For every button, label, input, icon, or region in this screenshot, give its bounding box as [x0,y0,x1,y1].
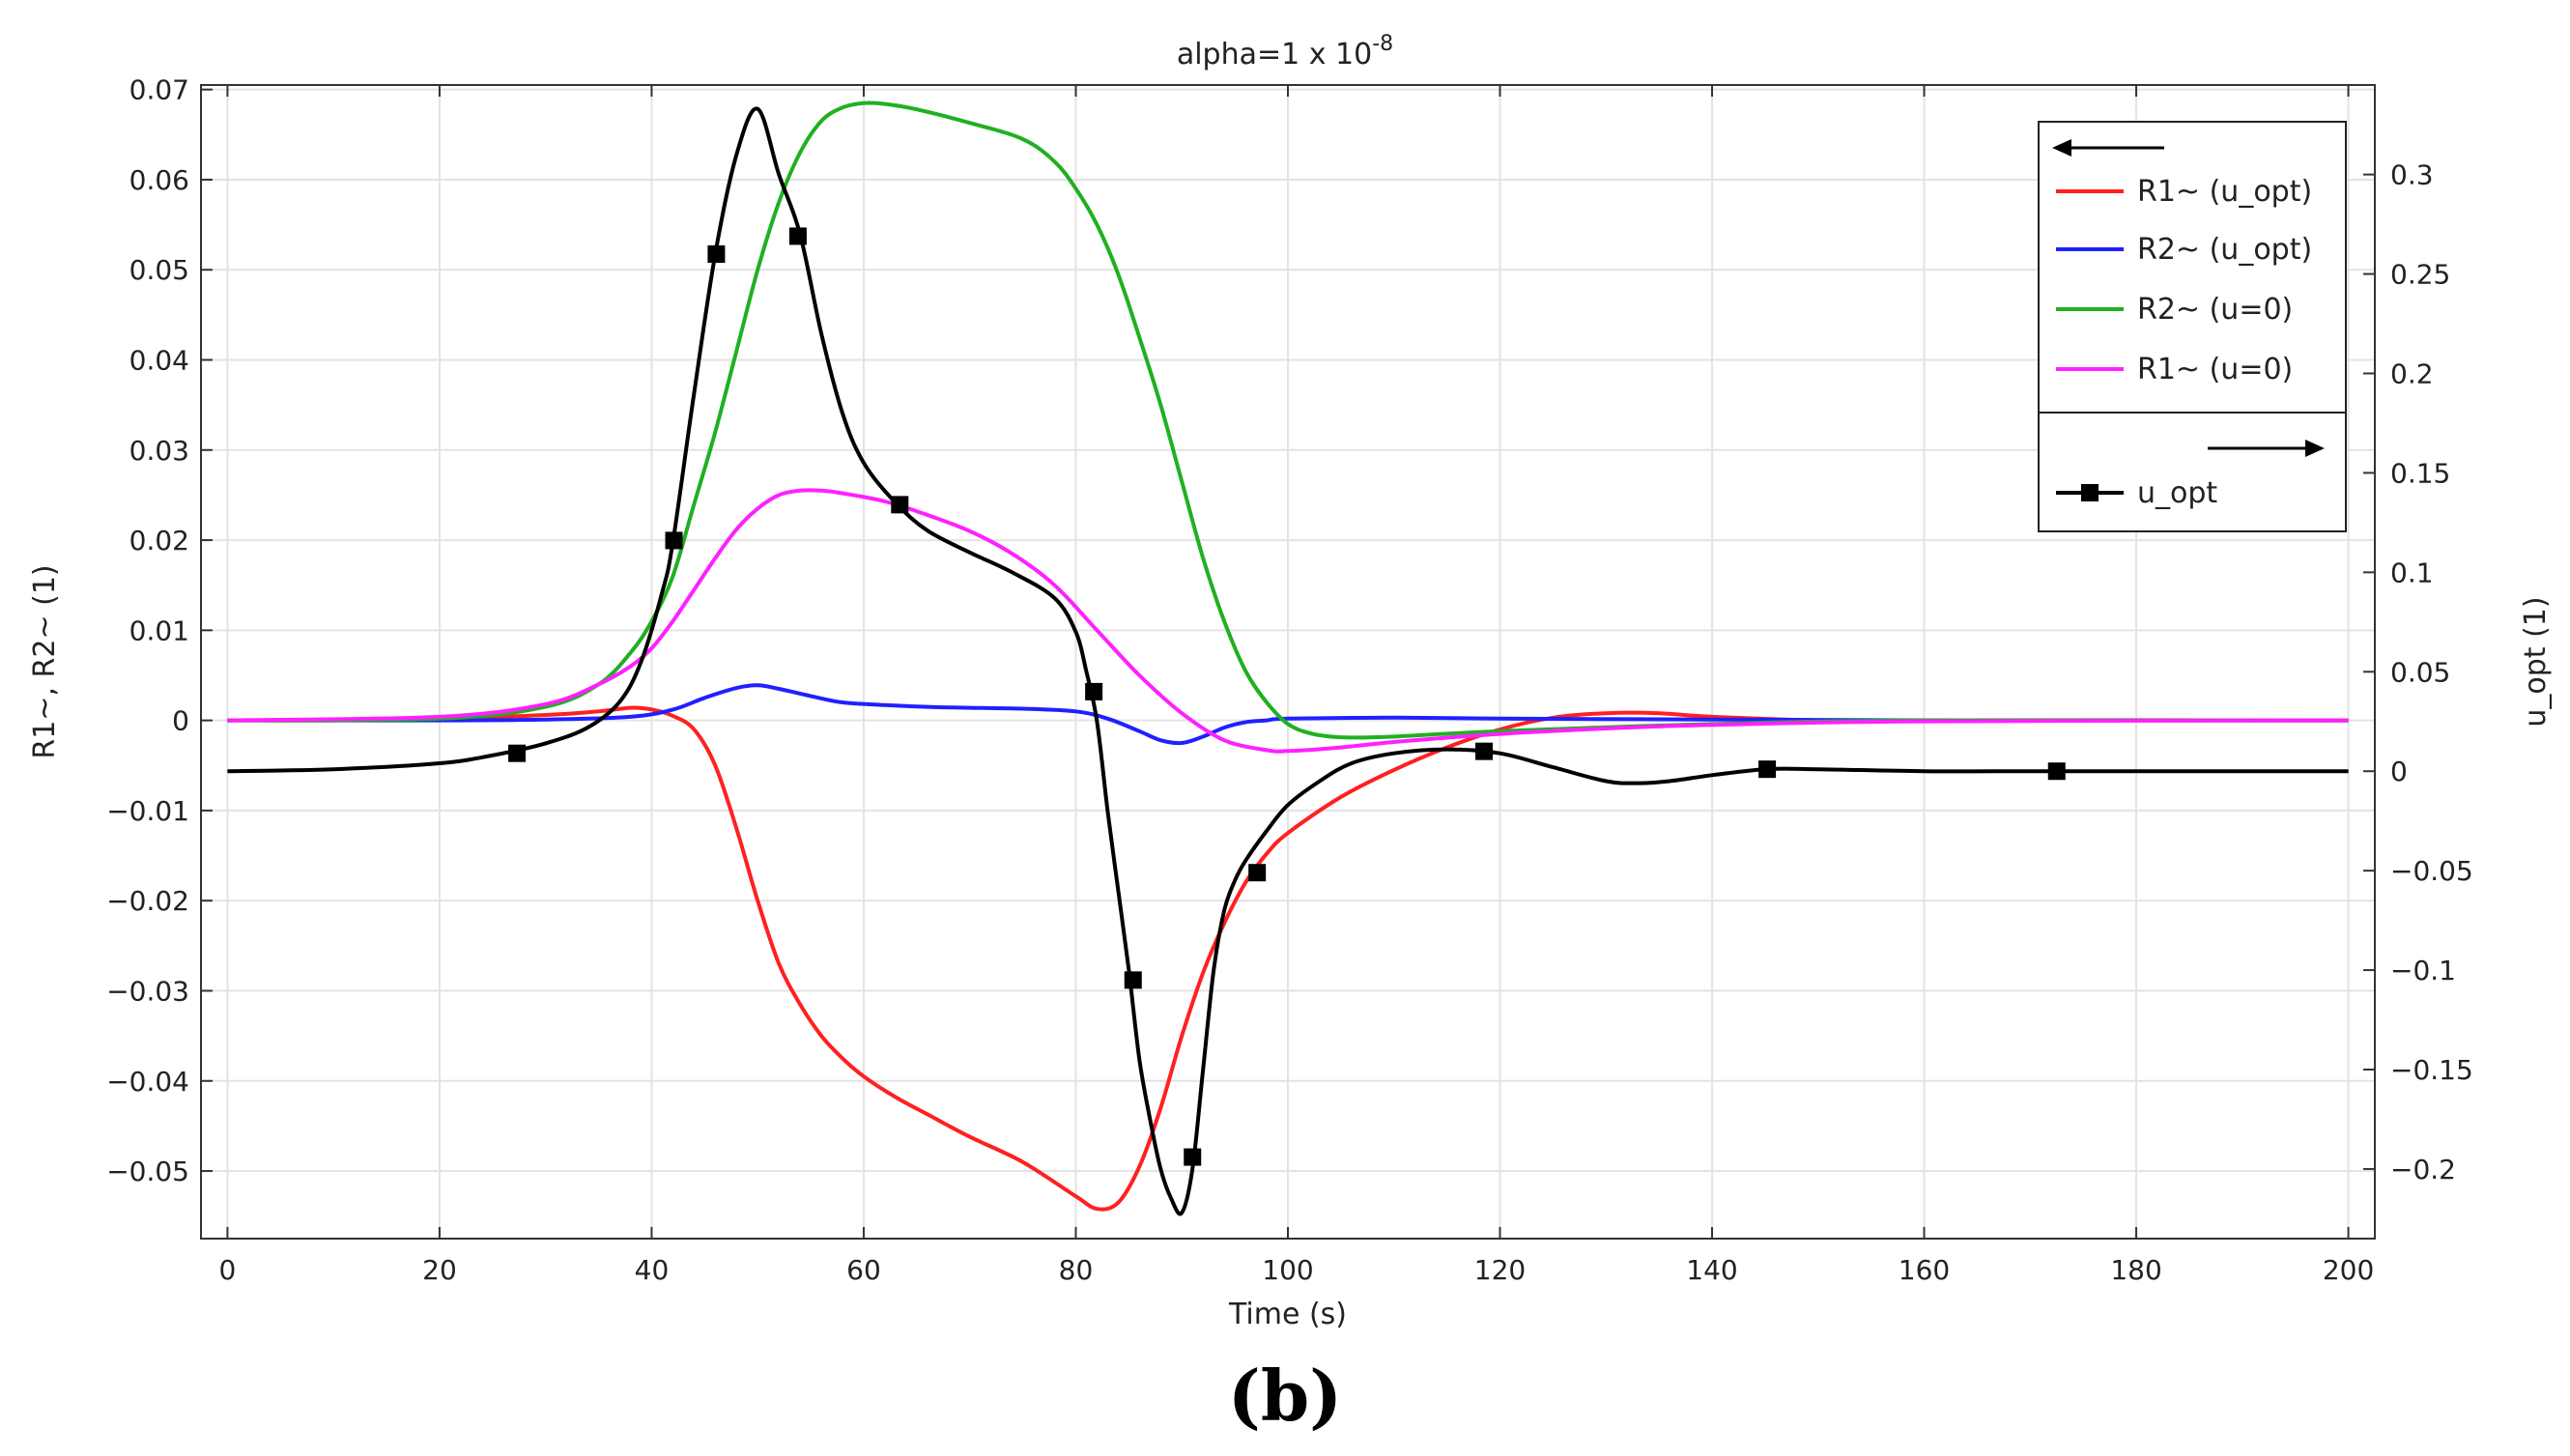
x-tick-label: 180 [2110,1254,2161,1286]
x-tick-label: 120 [1474,1254,1526,1286]
arrow-left-icon [2052,139,2071,157]
y-axis-right-title: u_opt (1) [2519,596,2553,727]
y-right-tick-label: 0.2 [2390,358,2434,390]
series-line-r1-u-opt [227,705,2349,1212]
x-tick-label: 80 [1059,1254,1094,1286]
x-tick-label: 20 [422,1254,457,1286]
y-left-tick-label: −0.05 [106,1156,189,1187]
x-axis-title: Time (s) [1228,1298,1347,1331]
y-left-tick-label: 0.07 [129,74,189,106]
x-tick-label: 60 [846,1254,881,1286]
series-marker-u-opt [1475,742,1494,760]
chart-title-exponent: -8 [1372,32,1393,56]
y-left-tick-label: 0.02 [129,525,189,557]
x-tick-label: 200 [2323,1254,2374,1286]
chart-title: alpha=1 x 10-8 [1177,32,1393,71]
y-left-tick-label: 0.01 [129,614,189,646]
series-line-u-opt [227,106,2349,1216]
series-marker-u-opt [788,227,807,245]
series-layer [227,100,2349,1216]
legend-label-u-opt: u_opt [2137,476,2217,510]
series-marker-u-opt [665,531,683,550]
series-marker-u-opt [707,244,726,263]
y-left-tick-label: 0.04 [129,345,189,377]
y-right-tick-label: 0.25 [2390,259,2450,291]
x-tick-label: 140 [1686,1254,1737,1286]
series-line-r1-u-0 [227,488,2349,754]
chart: alpha=1 x 10-8 0 20 40 60 80 100 120 140 160 180 2… [28,32,2553,1331]
y-left-tick-label: 0.06 [129,164,189,196]
y-left-tick-label: −0.04 [106,1066,189,1098]
legend-label-r2-u-opt: R2~ (u_opt) [2137,233,2312,267]
x-tick-label: 40 [635,1254,670,1286]
y-right-tick-label: −0.05 [2390,855,2473,887]
x-tick-label: 160 [1899,1254,1950,1286]
y-left-tick-label: 0.03 [129,435,189,467]
chart-title-prefix: alpha=1 x 10 [1177,38,1372,71]
series-marker-u-opt [1758,760,1777,779]
panel-label: (b) [1227,1355,1343,1437]
legend-label-r1-u-0: R1~ (u=0) [2137,353,2293,386]
y-axis-left-title: R1~, R2~ (1) [28,564,62,758]
marker-layer [508,227,2066,1166]
arrow-right-icon [2305,440,2325,457]
series-line-r2-u-0 [227,100,2349,740]
series-marker-u-opt [891,496,909,514]
legend-marker-u-opt [2081,484,2099,501]
y-left-tick-label: −0.02 [106,885,189,917]
series-marker-u-opt [2047,762,2066,781]
y-right-tick-label: 0 [2390,756,2408,787]
y-right-tick-label: 0.3 [2390,159,2434,191]
y-axis-right-ticks: −0.2 −0.15 −0.1 −0.05 0 0.05 0.1 0.15 0.2 0.25 0.3 [2363,159,2473,1185]
y-right-tick-label: −0.15 [2390,1054,2473,1086]
y-axis-left-ticks: −0.05 −0.04 −0.03 −0.02 −0.01 0 0.01 0.02 0.03 0.… [106,74,213,1187]
series-marker-u-opt [1085,682,1103,700]
x-tick-label: 100 [1262,1254,1313,1286]
y-right-tick-label: 0.1 [2390,557,2434,588]
series-marker-u-opt [1124,971,1142,989]
y-left-tick-label: −0.01 [106,795,189,827]
series-marker-u-opt [1248,864,1267,882]
y-left-tick-label: 0.05 [129,254,189,286]
legend: R1~ (u_opt) R2~ (u_opt) R2~ (u=0) R1~ (u=0)… [2038,121,2347,532]
y-left-tick-label: −0.03 [106,975,189,1007]
y-right-tick-label: −0.2 [2390,1154,2456,1185]
y-left-tick-label: 0 [172,705,189,737]
series-marker-u-opt [1184,1148,1202,1166]
legend-label-r2-u-0: R2~ (u=0) [2137,293,2293,327]
series-marker-u-opt [508,744,527,762]
y-right-tick-label: 0.05 [2390,656,2450,688]
x-tick-label: 0 [219,1254,237,1286]
x-axis-ticks: 0 20 40 60 80 100 120 140 160 180 200 [219,85,2374,1286]
y-right-tick-label: −0.1 [2390,955,2456,986]
legend-label-r1-u-opt: R1~ (u_opt) [2137,175,2312,209]
y-right-tick-label: 0.15 [2390,457,2450,489]
gridlines [201,85,2375,1239]
